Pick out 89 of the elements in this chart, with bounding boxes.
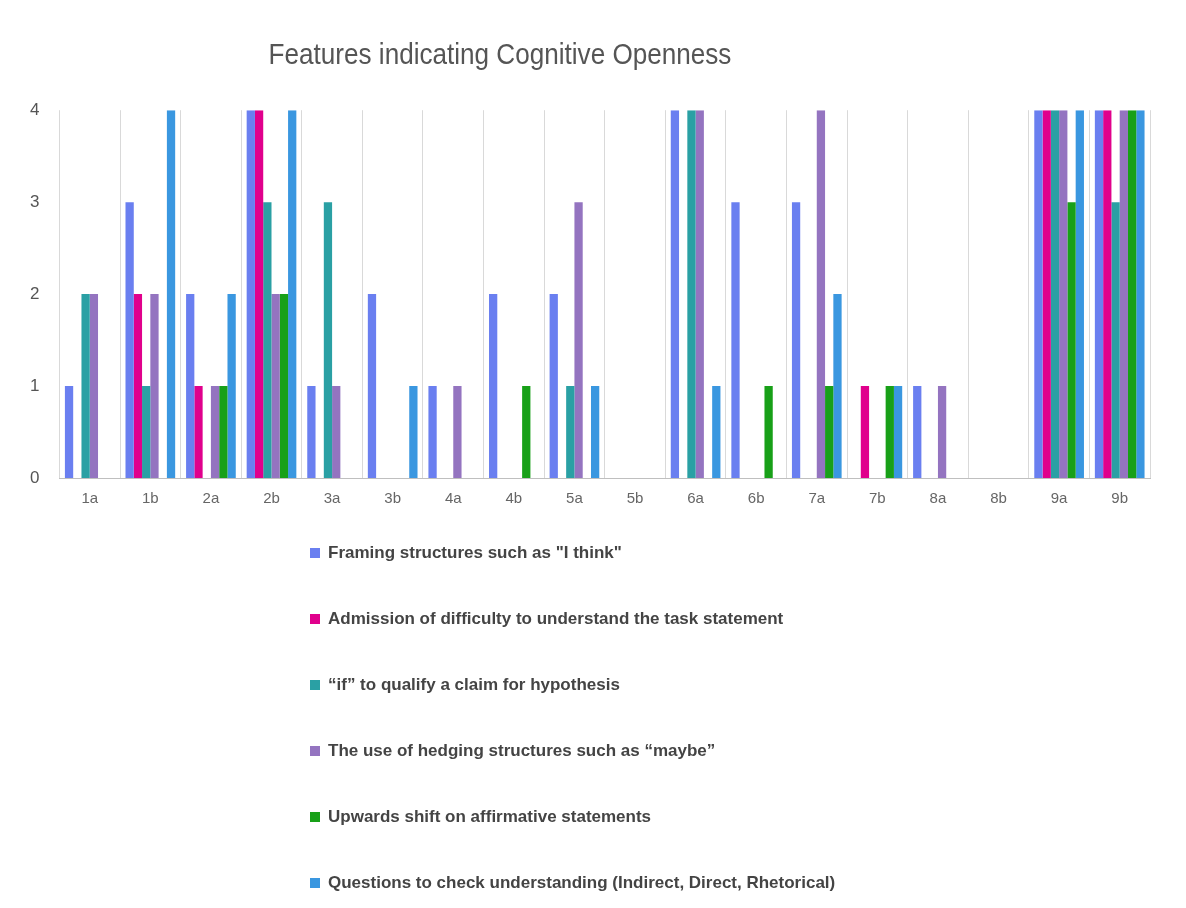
bar — [194, 386, 203, 478]
bar — [731, 202, 740, 478]
bar — [522, 386, 531, 478]
bar — [833, 294, 842, 478]
bar — [367, 294, 377, 478]
bar — [687, 110, 696, 478]
bar — [81, 294, 90, 478]
bar — [825, 386, 834, 478]
legend-label: Upwards shift on affirmative statements — [328, 807, 652, 827]
bar — [227, 294, 236, 478]
legend-label: Framing structures such as "I think" — [328, 543, 622, 563]
bar — [186, 294, 195, 478]
bar — [566, 386, 575, 478]
x-tick-label: 1b — [141, 489, 159, 507]
bar — [323, 202, 333, 478]
legend-label: “if” to qualify a claim for hypothesis — [328, 675, 620, 695]
bar — [219, 386, 228, 478]
y-tick-label: 0 — [29, 467, 40, 487]
bar — [1103, 110, 1112, 478]
bar — [549, 294, 558, 478]
bar — [150, 294, 159, 478]
bar — [254, 110, 264, 478]
bar — [279, 294, 289, 478]
bar — [142, 386, 151, 478]
x-tick-label: 2b — [263, 489, 280, 507]
x-tick-label: 4b — [505, 489, 523, 507]
x-tick-label: 7a — [808, 489, 826, 507]
bar — [133, 294, 143, 478]
y-tick-label: 1 — [29, 375, 40, 395]
x-tick-label: 3a — [323, 489, 342, 507]
bar — [64, 386, 74, 478]
bar — [712, 386, 721, 478]
x-tick-label: 4a — [444, 489, 463, 507]
bar — [885, 386, 894, 478]
bar — [1067, 202, 1076, 478]
bar — [246, 110, 255, 478]
legend-label: Questions to check understanding (Indirect, Direct, Rhetorical) — [328, 873, 836, 893]
y-tick-label: 3 — [29, 191, 40, 211]
bar — [816, 110, 826, 478]
bar — [670, 110, 680, 478]
bar — [1059, 110, 1068, 478]
x-tick-label: 3b — [384, 489, 402, 507]
bar — [1136, 110, 1145, 478]
bar — [574, 202, 583, 478]
x-tick-label: 7b — [869, 489, 886, 507]
legend-label: The use of hedging structures such as “maybe” — [328, 741, 716, 761]
x-tick-label: 9b — [1111, 489, 1129, 507]
x-tick-label: 8b — [990, 489, 1007, 507]
bar — [307, 386, 316, 478]
bar — [1111, 202, 1120, 478]
bar — [791, 202, 801, 478]
x-tick-label: 9a — [1050, 489, 1069, 507]
bar — [913, 386, 922, 478]
x-tick-label: 5a — [566, 489, 584, 507]
bar — [288, 110, 297, 478]
bar — [210, 386, 220, 478]
bar — [453, 386, 462, 478]
bar — [409, 386, 418, 478]
y-tick-label: 4 — [29, 99, 40, 119]
bar — [893, 386, 903, 478]
bar — [489, 294, 498, 478]
bar — [428, 386, 437, 478]
x-tick-label: 6a — [687, 489, 705, 507]
bar — [166, 110, 176, 478]
bar — [263, 202, 272, 478]
bar — [591, 386, 600, 478]
bar — [1042, 110, 1051, 478]
bar — [860, 386, 870, 478]
bar — [125, 202, 134, 478]
bar — [332, 386, 341, 478]
x-tick-label: 6b — [747, 489, 765, 507]
x-tick-label: 5b — [626, 489, 644, 507]
legend-label: Admission of difficulty to understand the task statement — [328, 609, 784, 629]
bar — [271, 294, 280, 478]
bar — [1119, 110, 1128, 478]
bar — [1094, 110, 1104, 478]
chart-title: Features indicating Cognitive Openness — [267, 38, 733, 71]
bar — [764, 386, 773, 478]
bar — [89, 294, 99, 478]
y-tick-label: 2 — [29, 283, 40, 303]
bar — [937, 386, 947, 478]
x-tick-label: 2a — [202, 489, 220, 507]
bar — [1050, 110, 1060, 478]
bar — [1034, 110, 1043, 478]
bar — [1127, 110, 1137, 478]
bar — [695, 110, 704, 478]
x-tick-label: 1a — [81, 489, 99, 507]
x-tick-label: 8a — [929, 489, 947, 507]
bar — [1075, 110, 1084, 478]
